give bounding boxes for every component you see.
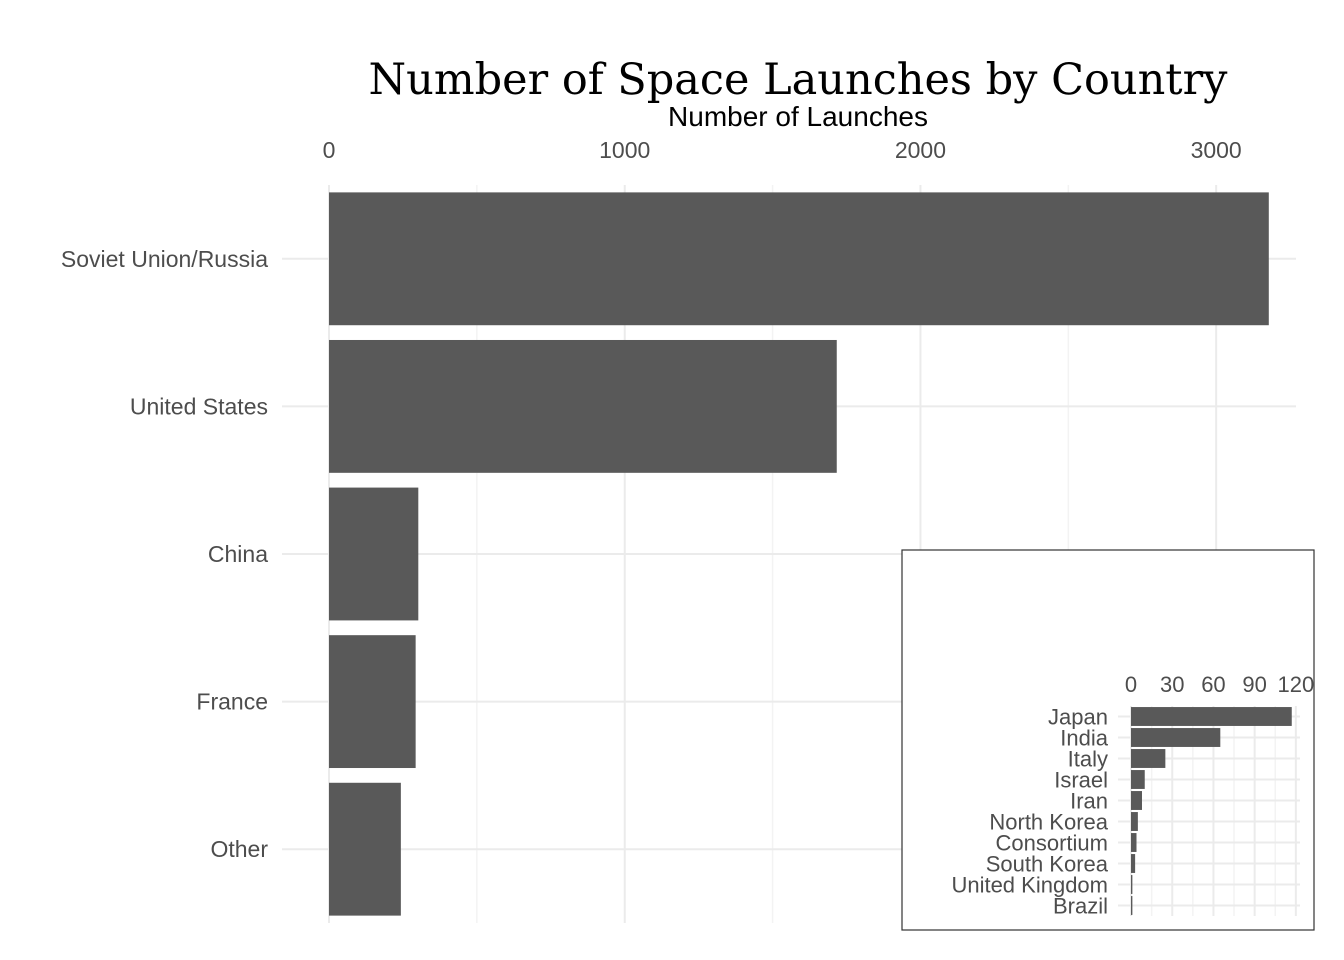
inset-bar-south-korea bbox=[1131, 854, 1136, 873]
main-category-label-other: Other bbox=[210, 836, 268, 862]
inset-bar-japan bbox=[1131, 707, 1292, 726]
inset-x-tick-label: 0 bbox=[1125, 672, 1137, 697]
inset-x-tick-label: 90 bbox=[1242, 672, 1266, 697]
inset-category-label-india: India bbox=[1060, 726, 1108, 751]
main-plot-panel: 0 1000 2000 3000 Soviet Union/Russia United S… bbox=[61, 137, 1296, 923]
main-category-label-united-states: United States bbox=[130, 393, 268, 419]
inset-category-label-iran: Iran bbox=[1070, 789, 1108, 814]
main-category-label-france: France bbox=[196, 689, 268, 715]
inset-bar-north-korea bbox=[1131, 812, 1138, 831]
inset-category-label-south-korea: South Korea bbox=[986, 852, 1109, 877]
main-bar-other bbox=[329, 782, 401, 916]
inset-category-label-united-kingdom: United Kingdom bbox=[951, 873, 1108, 898]
main-x-tick-label: 0 bbox=[323, 137, 336, 163]
inset-plot-panel: 0 30 60 90 120 JapanIndiaItalyIsraelIranNorth… bbox=[901, 549, 1315, 931]
inset-x-tick-label: 30 bbox=[1160, 672, 1184, 697]
inset-bar-brazil bbox=[1131, 896, 1133, 915]
inset-x-tick-label: 60 bbox=[1201, 672, 1225, 697]
main-category-label-soviet-union-russia: Soviet Union/Russia bbox=[61, 246, 268, 272]
main-category-label-china: China bbox=[208, 541, 268, 567]
inset-bar-italy bbox=[1131, 749, 1166, 768]
inset-category-label-north-korea: North Korea bbox=[989, 810, 1108, 835]
inset-bar-india bbox=[1131, 728, 1221, 747]
inset-bar-consortium bbox=[1131, 833, 1137, 852]
main-bar-soviet-union-russia bbox=[329, 192, 1269, 326]
inset-bar-iran bbox=[1131, 791, 1142, 810]
main-bar-united-states bbox=[329, 339, 837, 473]
inset-category-label-consortium: Consortium bbox=[996, 831, 1108, 856]
inset-border bbox=[901, 549, 1315, 931]
inset-x-tick-label: 120 bbox=[1278, 672, 1315, 697]
inset-category-label-japan: Japan bbox=[1048, 705, 1108, 730]
x-axis-title: Number of Launches bbox=[668, 101, 928, 132]
inset-category-label-brazil: Brazil bbox=[1053, 894, 1108, 919]
chart-title: Number of Space Launches by Country bbox=[369, 55, 1229, 105]
main-x-tick-label: 3000 bbox=[1191, 137, 1242, 163]
main-bar-china bbox=[329, 487, 419, 621]
inset-bar-united-kingdom bbox=[1131, 875, 1133, 894]
inset-bar-israel bbox=[1131, 770, 1145, 789]
main-bar-france bbox=[329, 635, 416, 769]
main-x-tick-label: 1000 bbox=[599, 137, 650, 163]
inset-category-label-italy: Italy bbox=[1068, 747, 1108, 772]
inset-category-label-israel: Israel bbox=[1054, 768, 1108, 793]
main-x-tick-label: 2000 bbox=[895, 137, 946, 163]
